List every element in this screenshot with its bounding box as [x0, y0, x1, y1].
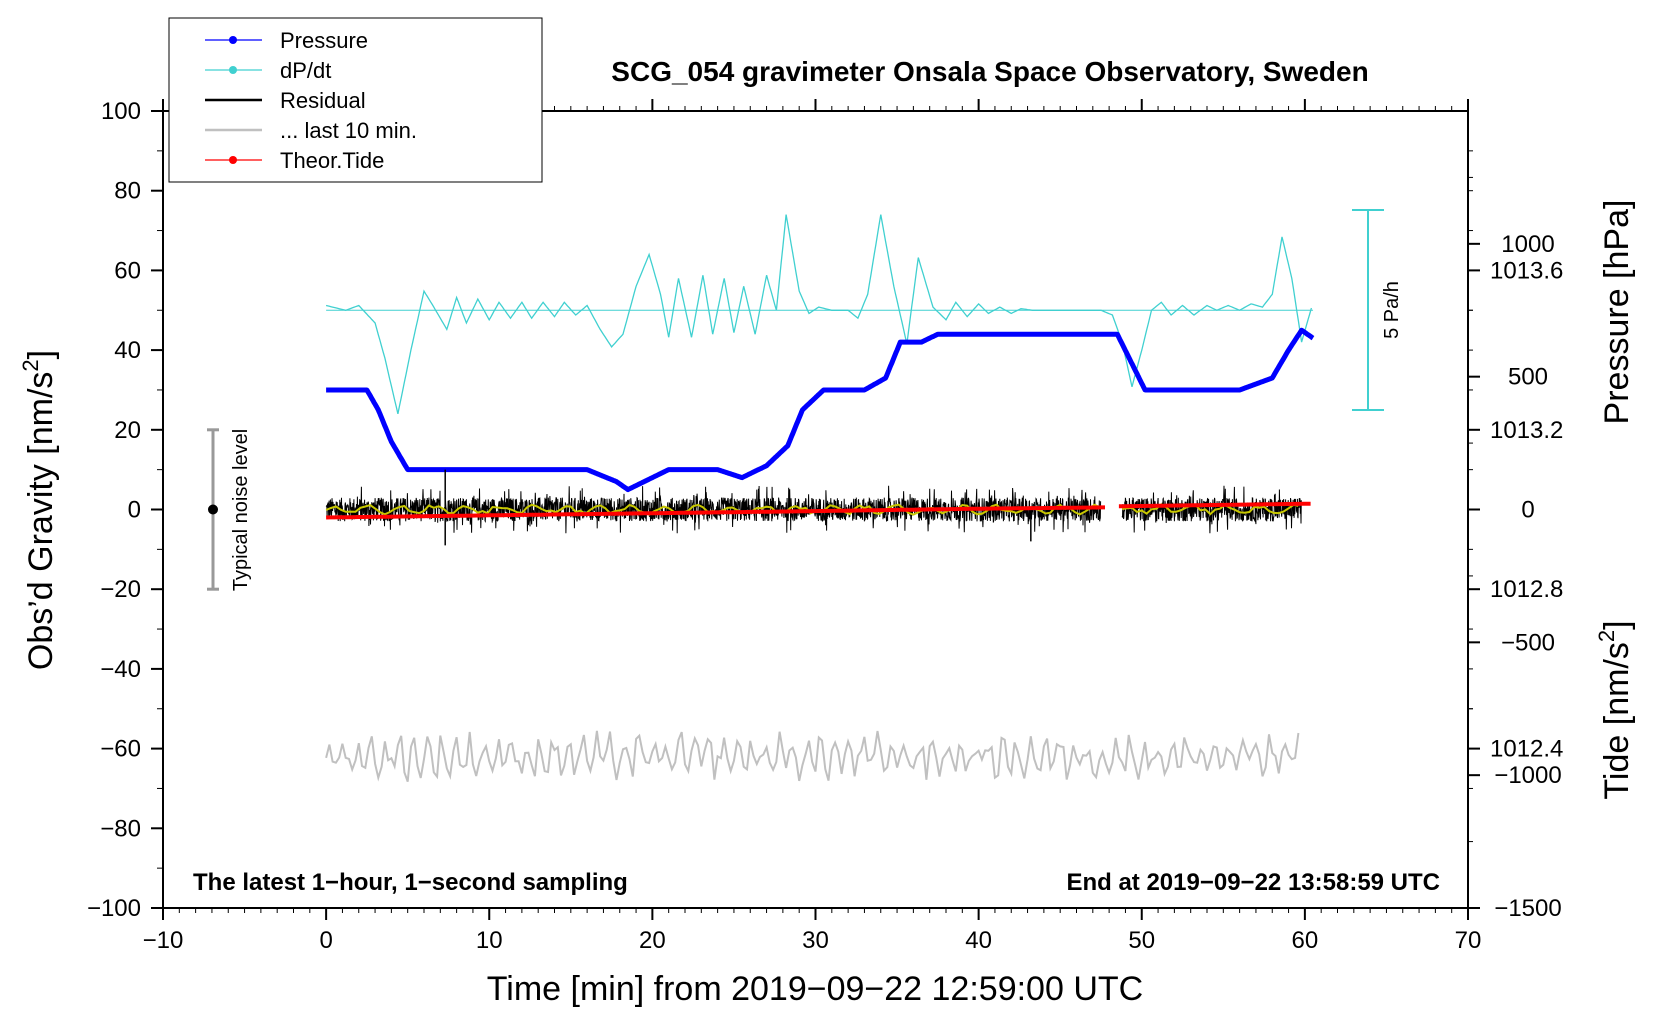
legend-item-residual: Residual: [205, 88, 366, 113]
y-label-tide-suffix: ]: [1598, 620, 1636, 629]
x-tick-label-7: 60: [1292, 927, 1319, 954]
legend-marker-pressure: [229, 36, 237, 44]
x-tick-label-3: 20: [639, 927, 666, 954]
tide-line-1: [1118, 501, 1311, 509]
y-label-tide-sup: 2: [1594, 630, 1619, 642]
y-label-gravity-suffix: ]: [22, 350, 60, 359]
legend-item-tide: Theor.Tide: [205, 148, 384, 173]
legend-label-dpdt: dP/dt: [280, 58, 331, 83]
legend-item-pressure: Pressure: [205, 28, 368, 53]
y-tick-label-4: 20: [114, 417, 141, 444]
x-tick-label-8: 70: [1455, 927, 1482, 954]
legend-marker-tide: [229, 156, 237, 164]
legend-item-last10: ... last 10 min.: [205, 118, 417, 143]
x-axis-label: Time [min] from 2019−09−22 12:59:00 UTC: [487, 970, 1143, 1008]
x-tick-label-0: −10: [143, 927, 184, 954]
x-tick-label-4: 30: [802, 927, 829, 954]
legend-item-dpdt: dP/dt: [205, 58, 331, 83]
legend: Pressure dP/dt Residual ... last 10 min.…: [168, 17, 543, 183]
sampling-note: The latest 1−hour, 1−second sampling: [193, 869, 628, 896]
y-tick-label-8: −60: [100, 736, 141, 763]
y-axis-label-tide: Tide [nm/s2]: [1594, 620, 1636, 799]
legend-marker-dpdt: [229, 66, 237, 74]
y-tick-label-0: 100: [101, 98, 141, 125]
residual-line-1: [1121, 485, 1302, 534]
dpdt-scale-bar: 5 Pa/h: [1352, 209, 1403, 411]
tide-tick-label-3: −500: [1501, 629, 1555, 656]
y-tick-label-10: −100: [87, 895, 141, 922]
x-tick-label-1: 0: [319, 927, 332, 954]
y-tick-label-3: 40: [114, 337, 141, 364]
pressure-tick-label-0: 1013.6: [1490, 257, 1563, 284]
tide-tick-label-0: 1000: [1501, 231, 1554, 258]
series-layer: [324, 214, 1315, 782]
legend-label-last10: ... last 10 min.: [280, 118, 417, 143]
dpdt-scale-label: 5 Pa/h: [1381, 281, 1403, 339]
tide-tick-label-2: 0: [1521, 497, 1534, 524]
y-label-tide-prefix: Tide [nm/s: [1598, 642, 1636, 799]
y-tick-label-7: −40: [100, 656, 141, 683]
legend-label-residual: Residual: [280, 88, 366, 113]
pressure-tick-label-3: 1012.4: [1490, 736, 1563, 763]
x-tick-label-5: 40: [965, 927, 992, 954]
chart-title: SCG_054 gravimeter Onsala Space Observat…: [611, 56, 1368, 87]
noise-center-dot: [208, 504, 218, 515]
dpdt-line: [325, 214, 1313, 415]
y-label-gravity-sup: 2: [18, 359, 43, 371]
y-label-gravity-prefix: Obs’d Gravity [nm/s: [22, 372, 60, 671]
end-time-note: End at 2019−09−22 13:58:59 UTC: [1066, 869, 1440, 896]
legend-label-pressure: Pressure: [280, 28, 368, 53]
y-axis-label-gravity: Obs’d Gravity [nm/s2]: [18, 350, 60, 670]
tide-tick-label-5: −1500: [1494, 895, 1561, 922]
tide-tick-label-4: −1000: [1494, 762, 1561, 789]
residual-smoothed-line-1: [1122, 503, 1299, 516]
last-10-min-line: [325, 730, 1300, 782]
y-tick-label-6: −20: [100, 576, 141, 603]
y-tick-label-5: 0: [128, 497, 141, 524]
noise-label: Typical noise level: [230, 429, 252, 591]
pressure-tick-label-2: 1012.8: [1490, 576, 1563, 603]
y-tick-label-1: 80: [114, 178, 141, 205]
legend-label-tide: Theor.Tide: [280, 148, 384, 173]
pressure-line: [324, 327, 1315, 493]
tide-tick-label-1: 500: [1508, 364, 1548, 391]
tide-line-0: [326, 505, 1105, 520]
noise-indicator: Typical noise level: [207, 428, 252, 591]
y-tick-label-9: −80: [100, 815, 141, 842]
x-tick-label-6: 50: [1128, 927, 1155, 954]
axis-ticks: −10 0 10 20 30 40 50 60 70100806040200−20−40−60−…: [87, 98, 1563, 954]
x-tick-label-2: 10: [476, 927, 503, 954]
y-tick-label-2: 60: [114, 257, 141, 284]
y-axis-label-pressure: Pressure [hPa]: [1598, 200, 1636, 425]
pressure-tick-label-1: 1013.2: [1490, 417, 1563, 444]
